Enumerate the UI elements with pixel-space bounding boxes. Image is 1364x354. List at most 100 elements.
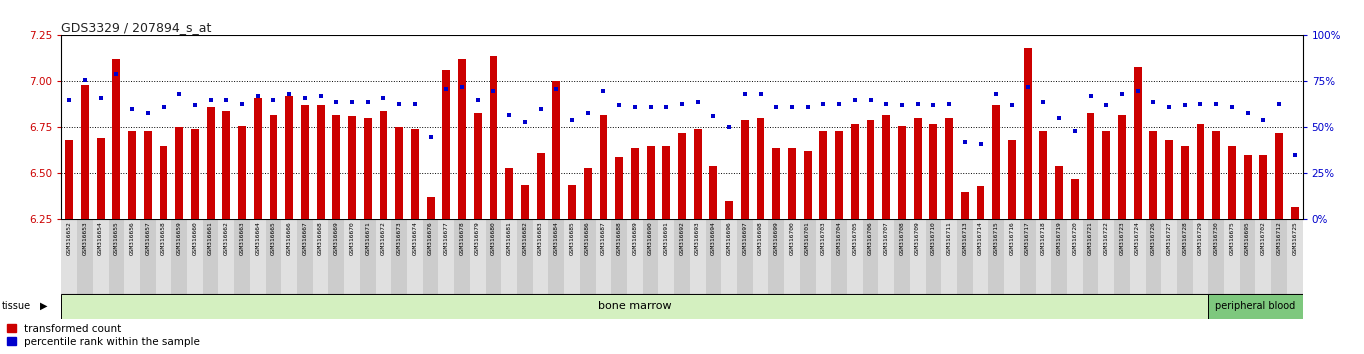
Text: GSM316715: GSM316715 xyxy=(994,222,998,256)
Text: GSM316677: GSM316677 xyxy=(443,222,449,256)
Point xyxy=(1033,99,1054,104)
Text: GSM316656: GSM316656 xyxy=(130,222,135,256)
Point xyxy=(357,99,379,104)
Bar xyxy=(914,118,922,219)
Text: GSM316686: GSM316686 xyxy=(585,222,591,256)
Bar xyxy=(772,148,780,219)
Bar xyxy=(788,148,797,219)
Text: GSM316709: GSM316709 xyxy=(915,222,921,256)
Bar xyxy=(1209,219,1224,294)
Bar xyxy=(1240,219,1255,294)
Bar xyxy=(254,98,262,219)
Bar xyxy=(1275,133,1284,219)
Bar xyxy=(973,219,989,294)
Bar xyxy=(799,219,816,294)
Text: GSM316688: GSM316688 xyxy=(617,222,622,256)
Point xyxy=(546,86,567,92)
Text: GSM316706: GSM316706 xyxy=(868,222,873,256)
Bar xyxy=(674,219,690,294)
Bar xyxy=(1071,179,1079,219)
Bar xyxy=(285,96,293,219)
Point xyxy=(1048,115,1069,121)
Point xyxy=(1064,128,1086,134)
Text: tissue: tissue xyxy=(1,301,30,311)
Point xyxy=(1252,117,1274,123)
Bar xyxy=(375,219,391,294)
Text: GSM316669: GSM316669 xyxy=(334,222,338,256)
Bar xyxy=(883,115,891,219)
Bar xyxy=(329,219,344,294)
Bar xyxy=(1133,67,1142,219)
Bar xyxy=(552,81,561,219)
Bar xyxy=(1129,219,1146,294)
Text: GDS3329 / 207894_s_at: GDS3329 / 207894_s_at xyxy=(61,21,211,34)
Point xyxy=(608,103,630,108)
Point xyxy=(671,101,693,106)
Point xyxy=(1079,93,1101,99)
Text: GSM316703: GSM316703 xyxy=(821,222,827,256)
Text: GSM316728: GSM316728 xyxy=(1183,222,1187,256)
Bar xyxy=(929,124,937,219)
Point xyxy=(655,104,677,110)
Bar xyxy=(312,219,329,294)
Point xyxy=(891,103,913,108)
Bar xyxy=(517,219,533,294)
Point xyxy=(168,91,190,97)
Bar xyxy=(1098,219,1114,294)
Bar xyxy=(250,219,266,294)
Text: GSM316674: GSM316674 xyxy=(412,222,417,256)
Bar xyxy=(1020,219,1035,294)
Text: GSM316730: GSM316730 xyxy=(1214,222,1218,256)
Text: GSM316708: GSM316708 xyxy=(899,222,904,256)
Point xyxy=(844,97,866,103)
Bar xyxy=(1024,48,1031,219)
Point xyxy=(451,84,473,90)
Point xyxy=(687,99,709,104)
Text: GSM316707: GSM316707 xyxy=(884,222,889,256)
Bar xyxy=(176,127,183,219)
Text: GSM316675: GSM316675 xyxy=(1229,222,1234,256)
Point xyxy=(483,88,505,93)
Bar xyxy=(1192,219,1209,294)
Text: GSM316719: GSM316719 xyxy=(1057,222,1061,256)
Point xyxy=(136,110,158,115)
Bar xyxy=(218,219,235,294)
Bar xyxy=(989,219,1004,294)
Bar xyxy=(316,105,325,219)
Text: GSM316676: GSM316676 xyxy=(428,222,434,256)
Point xyxy=(1016,84,1038,90)
Bar xyxy=(705,219,722,294)
Point xyxy=(765,104,787,110)
Bar xyxy=(1004,219,1020,294)
Point xyxy=(121,106,143,112)
Text: GSM316685: GSM316685 xyxy=(570,222,574,256)
Point xyxy=(278,91,300,97)
Bar xyxy=(344,219,360,294)
Text: GSM316657: GSM316657 xyxy=(146,222,150,256)
Bar xyxy=(565,219,580,294)
Bar xyxy=(1271,219,1286,294)
Bar xyxy=(831,219,847,294)
Text: GSM316712: GSM316712 xyxy=(1277,222,1282,256)
Bar xyxy=(663,146,670,219)
Bar xyxy=(941,219,958,294)
Text: GSM316720: GSM316720 xyxy=(1072,222,1078,256)
Text: GSM316698: GSM316698 xyxy=(758,222,762,256)
Point xyxy=(231,101,252,106)
Bar xyxy=(835,131,843,219)
Bar xyxy=(722,219,737,294)
Text: GSM316679: GSM316679 xyxy=(475,222,480,256)
Bar xyxy=(364,118,371,219)
Bar xyxy=(458,59,466,219)
Text: GSM316681: GSM316681 xyxy=(506,222,512,256)
Bar xyxy=(1056,166,1063,219)
Point xyxy=(184,103,206,108)
Point xyxy=(750,91,772,97)
Point xyxy=(372,95,394,101)
Bar xyxy=(140,219,155,294)
Bar xyxy=(1228,146,1236,219)
Bar xyxy=(1114,219,1129,294)
Bar xyxy=(473,113,481,219)
Point xyxy=(813,101,835,106)
Bar xyxy=(187,219,203,294)
